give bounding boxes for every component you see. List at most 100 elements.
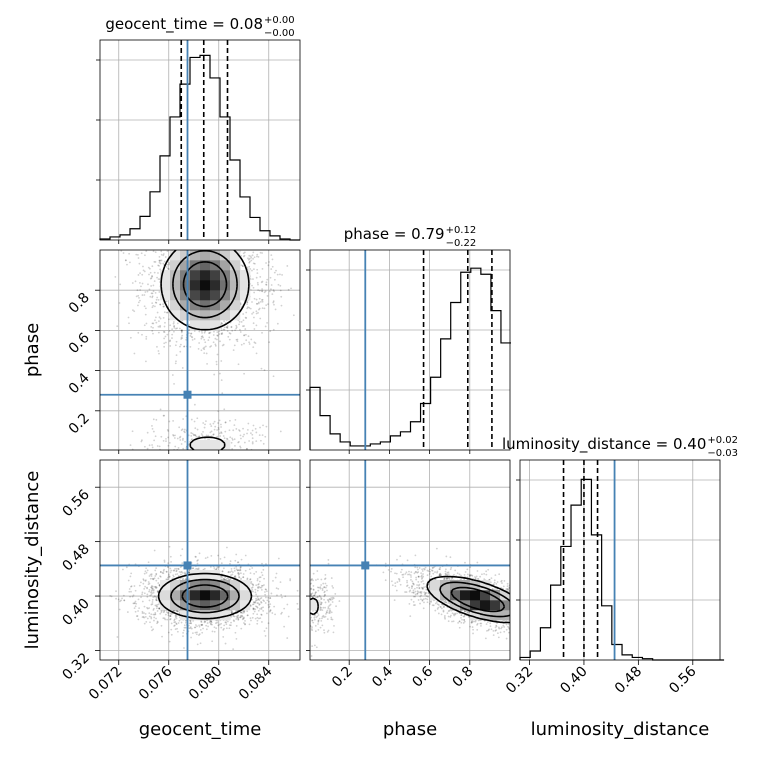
scatter-point — [279, 289, 282, 292]
scatter-point — [228, 624, 231, 627]
scatter-point — [167, 575, 170, 578]
scatter-point — [270, 288, 272, 291]
scatter-point — [272, 289, 275, 291]
scatter-point — [245, 317, 248, 319]
scatter-point — [130, 585, 132, 588]
scatter-point — [197, 634, 200, 637]
scatter-point — [190, 432, 193, 434]
scatter-point — [246, 307, 249, 310]
scatter-point — [261, 252, 264, 254]
scatter-point — [254, 342, 257, 345]
scatter-point — [239, 616, 242, 619]
scatter-point — [270, 284, 273, 286]
scatter-point — [140, 440, 143, 443]
scatter-point — [248, 343, 251, 345]
scatter-point — [151, 585, 154, 588]
scatter-point — [143, 622, 146, 625]
density-cell — [170, 270, 181, 281]
scatter-point — [243, 372, 245, 375]
scatter-point — [231, 438, 234, 441]
axes-frame — [99, 249, 301, 451]
scatter-point — [151, 329, 154, 332]
scatter-point — [163, 325, 166, 328]
scatter-point — [215, 568, 218, 571]
scatter-point — [243, 254, 246, 257]
scatter-point — [153, 577, 156, 580]
scatter-point — [213, 626, 216, 629]
density-cell — [220, 600, 231, 611]
scatter-point — [241, 265, 244, 267]
scatter-point — [235, 324, 238, 327]
scatter-point — [133, 602, 136, 605]
scatter-point — [155, 586, 158, 589]
scatter-point — [252, 286, 255, 289]
scatter-point — [176, 573, 179, 575]
scatter-point — [144, 307, 147, 310]
scatter-point — [204, 330, 207, 333]
scatter-point — [220, 327, 223, 329]
scatter-point — [246, 428, 249, 431]
scatter-point — [171, 577, 174, 580]
scatter-point — [146, 617, 149, 620]
scatter-point — [205, 434, 208, 437]
scatter-point — [196, 428, 199, 431]
scatter-point — [154, 604, 157, 607]
scatter-point — [272, 300, 275, 303]
scatter-point — [260, 367, 263, 370]
scatter-point — [238, 572, 241, 575]
scatter-point — [256, 302, 258, 305]
scatter-point — [237, 441, 240, 444]
scatter-point — [147, 581, 150, 583]
scatter-point — [221, 570, 224, 573]
scatter-point — [166, 311, 168, 314]
scatter-point — [252, 608, 255, 611]
scatter-point — [129, 575, 132, 578]
scatter-point — [169, 345, 172, 347]
scatter-point — [151, 428, 154, 430]
density-cell — [200, 260, 211, 271]
scatter-point — [144, 580, 147, 582]
scatter-point — [153, 280, 156, 282]
scatter-point — [265, 262, 267, 264]
scatter-point — [189, 334, 192, 337]
scatter-point — [141, 591, 144, 594]
scatter-point — [151, 322, 154, 325]
scatter-point — [138, 584, 141, 587]
density-cell — [240, 290, 251, 301]
joint-luminosity_distance-vs-geocent_time — [99, 459, 301, 661]
scatter-point — [218, 330, 221, 333]
scatter-point — [203, 620, 206, 623]
scatter-point — [176, 610, 179, 613]
scatter-point — [157, 331, 160, 334]
scatter-point — [152, 332, 154, 335]
scatter-point — [261, 280, 264, 283]
scatter-point — [122, 594, 125, 597]
scatter-point — [233, 576, 236, 578]
scatter-point — [286, 603, 289, 606]
scatter-point — [129, 444, 132, 446]
scatter-point — [164, 256, 167, 258]
scatter-point — [134, 602, 136, 604]
scatter-point — [254, 591, 257, 594]
scatter-point — [169, 615, 172, 617]
scatter-point — [217, 624, 220, 627]
density-cell — [210, 580, 221, 591]
scatter-point — [144, 613, 147, 615]
scatter-point — [243, 342, 245, 345]
scatter-point — [180, 329, 183, 332]
scatter-point — [248, 440, 251, 442]
scatter-point — [139, 272, 141, 275]
scatter-point — [254, 588, 257, 591]
scatter-point — [242, 313, 245, 315]
density-cell — [220, 280, 231, 291]
scatter-point — [213, 567, 216, 569]
scatter-point — [272, 579, 274, 582]
scatter-point — [167, 562, 169, 565]
scatter-point — [141, 612, 144, 615]
scatter-point — [220, 423, 222, 426]
scatter-point — [296, 589, 299, 592]
scatter-point — [196, 631, 198, 634]
scatter-point — [172, 575, 175, 578]
scatter-point — [246, 301, 249, 304]
scatter-point — [183, 624, 186, 627]
